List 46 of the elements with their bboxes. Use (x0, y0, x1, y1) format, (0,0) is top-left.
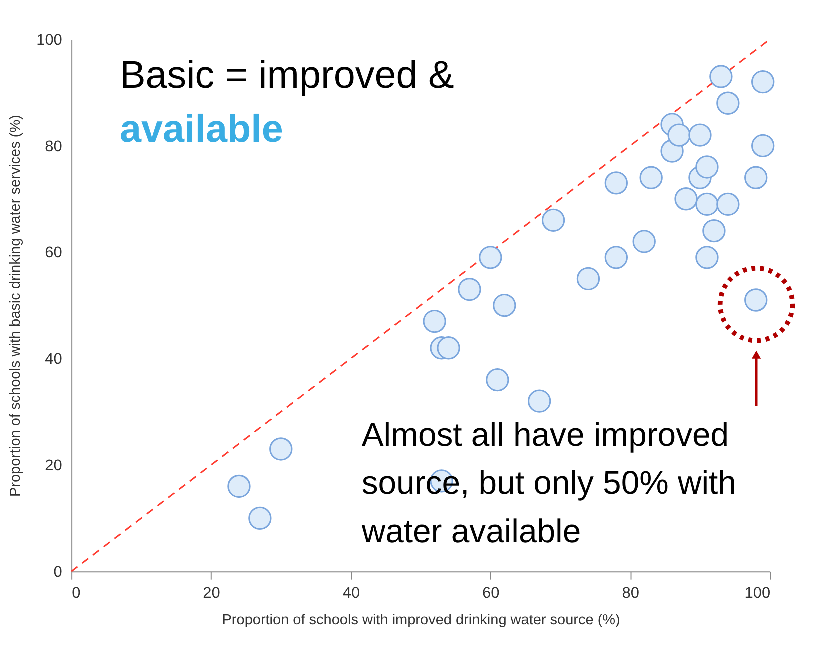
point (493, 294, 516, 318)
point (228, 474, 251, 498)
point (542, 208, 566, 232)
x-axis-title: Proportion of schools with improved drinking water source (%) (222, 612, 620, 628)
x-tick-label: 80 (622, 585, 640, 602)
annotation: Basic = improved & (120, 54, 455, 97)
point (486, 368, 510, 392)
x-tick-label: 40 (342, 585, 360, 602)
point (458, 278, 482, 302)
annotation: Almost all have improved source, but only 50% with water available (360, 416, 736, 550)
point (270, 438, 293, 461)
point (604, 246, 628, 270)
point (744, 166, 768, 190)
point (528, 390, 552, 413)
x-tick-label: 20 (203, 585, 220, 602)
y-tick-label: 100 (36, 32, 62, 49)
point (752, 70, 775, 94)
point (576, 267, 600, 291)
point (688, 124, 712, 147)
point (710, 65, 733, 88)
y-tick-label: 20 (45, 458, 62, 475)
point (437, 336, 460, 360)
point (696, 192, 719, 216)
point (668, 124, 691, 147)
point (702, 220, 726, 243)
point (752, 134, 775, 158)
point (479, 246, 502, 270)
y-tick-label: 40 (45, 351, 62, 368)
point (674, 188, 698, 211)
point (696, 156, 719, 179)
x-tick-label: 100 (744, 585, 771, 602)
point (716, 92, 740, 115)
x-tick-label: 0 (72, 585, 81, 602)
point (423, 310, 446, 334)
y-tick-label: 80 (45, 138, 62, 156)
y-tick-label: 0 (54, 564, 62, 581)
y-axis-title: Proportion of schools with basic drinking water services (%) (8, 115, 24, 498)
point (640, 166, 663, 190)
point (632, 230, 656, 254)
point (716, 192, 740, 216)
point (248, 506, 272, 530)
x-tick-label: 60 (482, 585, 500, 602)
annotation: available (120, 108, 284, 152)
point (604, 172, 628, 195)
point (696, 246, 719, 270)
y-tick-label: 60 (45, 244, 62, 262)
